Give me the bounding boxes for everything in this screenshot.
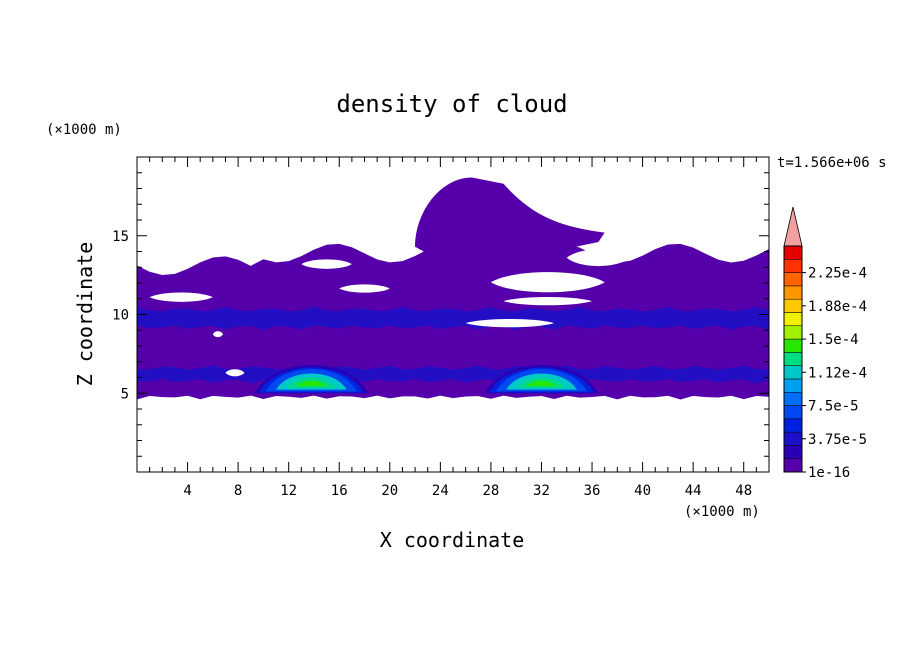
y-tick-label: 15 <box>112 229 129 245</box>
x-unit-label: (×1000 m) <box>684 504 760 520</box>
colorbar-segment <box>783 391 803 406</box>
colorbar-extend-arrow <box>783 206 803 247</box>
x-tick-label: 4 <box>183 483 191 499</box>
colorbar-segment <box>783 418 803 433</box>
chart-title: density of cloud <box>336 90 567 118</box>
clear-gap <box>225 369 245 377</box>
colorbar-segment <box>783 325 803 340</box>
colorbar-label: 1.88e-4 <box>808 299 867 315</box>
time-label: t=1.566e+06 s <box>777 155 887 171</box>
clear-gap <box>490 272 605 293</box>
colorbar-segment <box>783 285 803 300</box>
x-tick-label: 12 <box>280 483 297 499</box>
colorbar-segment <box>783 298 803 313</box>
colorbar-label: 1.5e-4 <box>808 332 859 348</box>
x-tick-label: 44 <box>685 483 702 499</box>
colorbar-segment <box>783 405 803 420</box>
y-tick-label: 5 <box>121 386 129 402</box>
convective-core <box>297 380 326 387</box>
plot-area <box>137 177 769 400</box>
colorbar-segment <box>783 259 803 273</box>
y-unit-label: (×1000 m) <box>46 122 122 138</box>
x-tick-label: 32 <box>533 483 550 499</box>
x-axis: 4 8 12 16 20 24 28 32 36 40 44 48 <box>149 157 757 499</box>
colorbar-segment <box>783 338 803 353</box>
colorbar-segment <box>783 312 803 327</box>
colorbar-frame <box>783 245 803 473</box>
colorbar-segment <box>783 245 803 260</box>
x-tick-label: 36 <box>584 483 601 499</box>
colorbar-segment <box>783 458 803 473</box>
colorbar-label: 3.75e-5 <box>808 432 867 448</box>
x-tick-label: 16 <box>331 483 348 499</box>
clear-gap <box>212 331 223 338</box>
x-tick-label: 8 <box>234 483 242 499</box>
colorbar-segment <box>783 272 803 287</box>
clear-gap <box>566 249 630 267</box>
y-axis: 5 10 15 <box>112 172 769 457</box>
y-tick-label: 10 <box>112 308 129 324</box>
clear-gap <box>465 319 555 328</box>
colorbar-label: 2.25e-4 <box>808 266 867 282</box>
colorbar-label: 1e-16 <box>808 465 850 481</box>
cloud-band <box>137 306 769 331</box>
convective-core <box>527 380 556 387</box>
clear-gap <box>301 259 352 269</box>
colorbar-segment <box>783 378 803 393</box>
clear-gap <box>503 296 593 306</box>
colorbar-segment <box>783 352 803 366</box>
colorbar-label: 7.5e-5 <box>808 399 859 415</box>
x-axis-label: X coordinate <box>380 528 525 552</box>
colorbar-segment <box>783 431 803 446</box>
x-tick-label: 40 <box>634 483 651 499</box>
clear-gap <box>149 292 213 302</box>
y-axis-label: Z coordinate <box>73 242 97 387</box>
colorbar-segment <box>783 365 803 380</box>
x-tick-label: 48 <box>735 483 752 499</box>
colorbar-segment <box>783 445 803 459</box>
x-tick-label: 28 <box>482 483 499 499</box>
upper-cloud <box>415 177 605 280</box>
colorbar-label: 1.12e-4 <box>808 365 867 381</box>
colorbar: 1e-16 3.75e-5 7.5e-5 1.12e-4 1.5e-4 1.88e-4 2.… <box>783 206 867 481</box>
clear-gap <box>339 284 390 293</box>
x-tick-label: 24 <box>432 483 449 499</box>
x-tick-label: 20 <box>381 483 398 499</box>
